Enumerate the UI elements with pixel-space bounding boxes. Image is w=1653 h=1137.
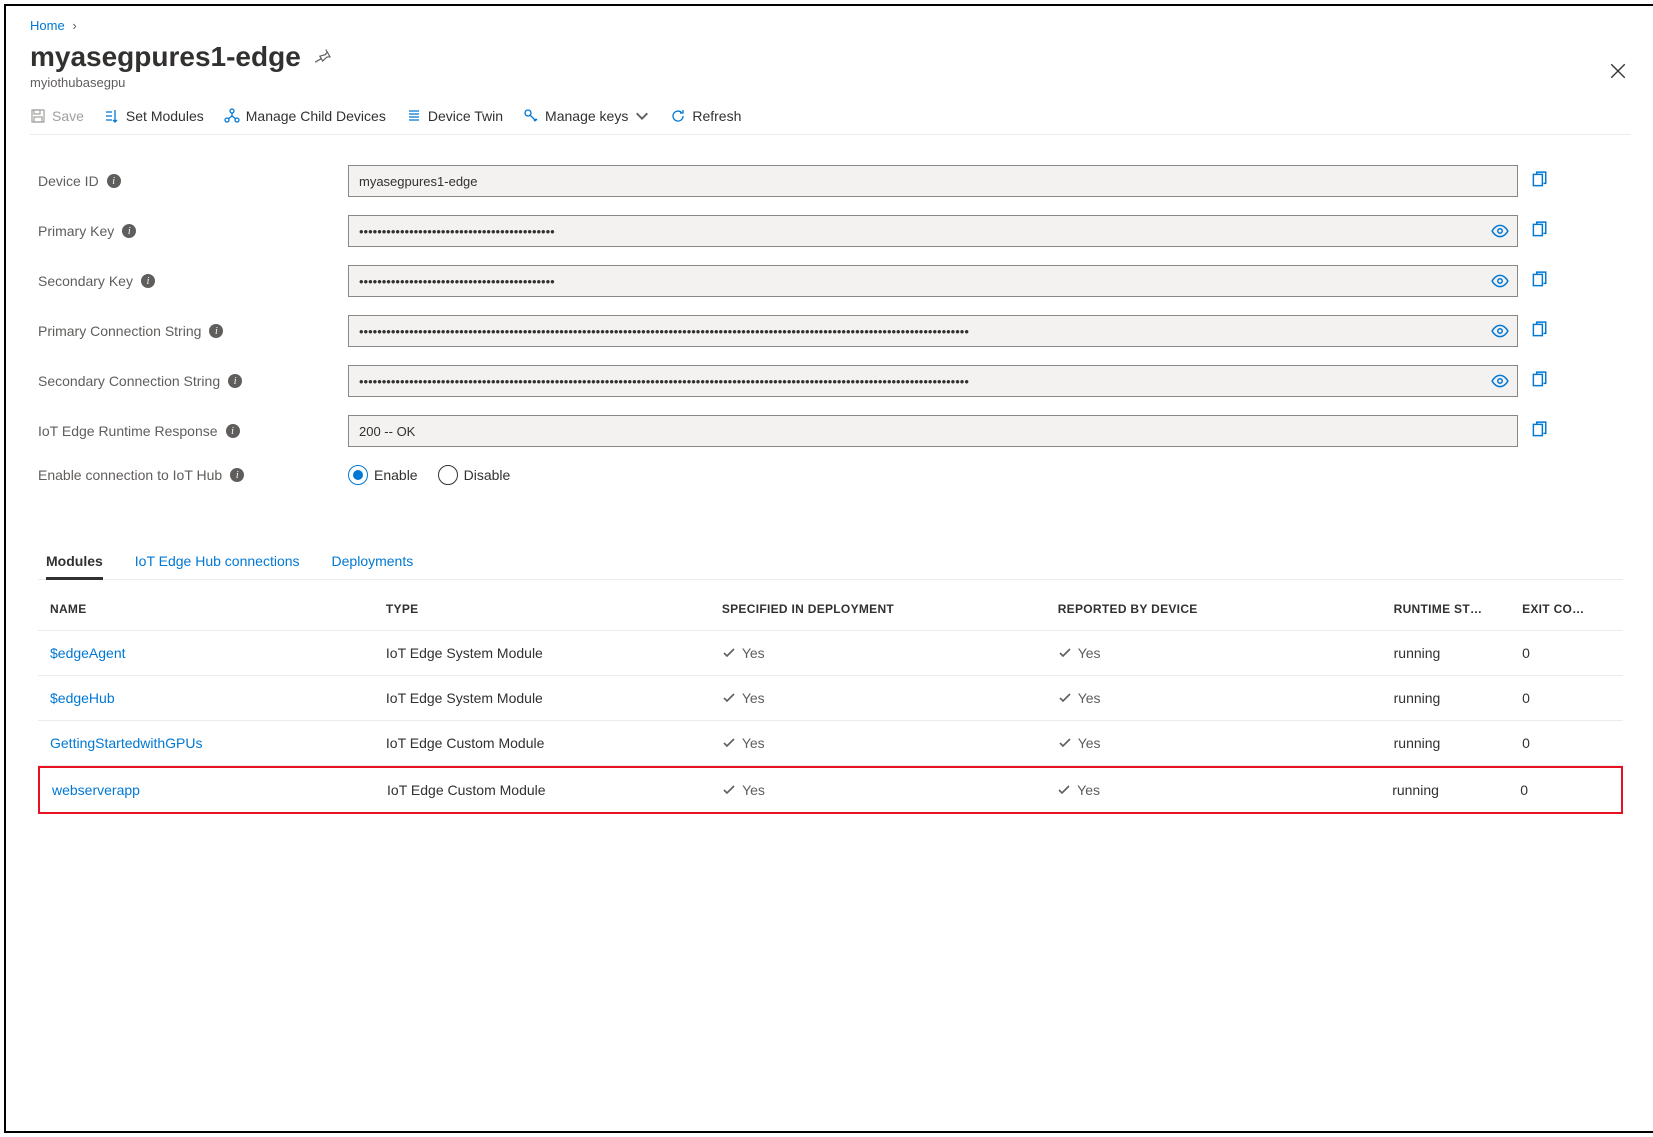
toolbar: Save Set Modules Manage Child Devices De… [30, 108, 1631, 135]
enable-radio[interactable]: Enable [348, 465, 418, 485]
info-icon[interactable]: i [107, 174, 121, 188]
runtime-status: running [1394, 645, 1522, 661]
secondary-conn-field[interactable]: ••••••••••••••••••••••••••••••••••••••••… [348, 365, 1518, 397]
specified-yes: Yes [722, 782, 1057, 798]
reveal-icon[interactable] [1491, 322, 1509, 343]
info-icon[interactable]: i [209, 324, 223, 338]
table-row: $edgeHubIoT Edge System ModuleYesYesrunn… [38, 676, 1623, 721]
info-icon[interactable]: i [122, 224, 136, 238]
module-link[interactable]: webserverapp [52, 782, 140, 798]
reveal-icon[interactable] [1491, 272, 1509, 293]
runtime-status: running [1392, 782, 1520, 798]
modules-table: NAME TYPE SPECIFIED IN DEPLOYMENT REPORT… [38, 588, 1623, 814]
breadcrumb: Home › [30, 18, 1631, 33]
copy-icon[interactable] [1530, 321, 1548, 342]
table-row: webserverappIoT Edge Custom ModuleYesYes… [38, 766, 1623, 814]
reported-yes: Yes [1058, 645, 1394, 661]
module-link[interactable]: GettingStartedwithGPUs [50, 735, 203, 751]
tab-connections[interactable]: IoT Edge Hub connections [135, 545, 300, 579]
reported-yes: Yes [1057, 782, 1392, 798]
runtime-status: running [1394, 735, 1522, 751]
module-type: IoT Edge Custom Module [387, 782, 722, 798]
copy-icon[interactable] [1530, 421, 1548, 442]
module-link[interactable]: $edgeHub [50, 690, 115, 706]
pin-icon[interactable] [315, 48, 331, 67]
exit-code: 0 [1522, 690, 1611, 706]
copy-icon[interactable] [1530, 171, 1548, 192]
tab-modules[interactable]: Modules [46, 545, 103, 580]
module-type: IoT Edge System Module [386, 645, 722, 661]
runtime-status: running [1394, 690, 1522, 706]
specified-yes: Yes [722, 735, 1058, 751]
manage-keys-button[interactable]: Manage keys [523, 108, 650, 124]
reported-yes: Yes [1058, 735, 1394, 751]
close-button[interactable] [1609, 62, 1627, 83]
chevron-right-icon: › [72, 18, 76, 33]
reveal-icon[interactable] [1491, 222, 1509, 243]
secondary-key-field[interactable]: ••••••••••••••••••••••••••••••••••••••••… [348, 265, 1518, 297]
device-id-label: Device ID i [38, 173, 348, 189]
tab-deployments[interactable]: Deployments [332, 545, 414, 579]
primary-conn-label: Primary Connection String i [38, 323, 348, 339]
specified-yes: Yes [722, 645, 1058, 661]
device-id-field[interactable]: myasegpures1-edge [348, 165, 1518, 197]
table-header: NAME TYPE SPECIFIED IN DEPLOYMENT REPORT… [38, 588, 1623, 631]
module-type: IoT Edge Custom Module [386, 735, 722, 751]
reported-yes: Yes [1058, 690, 1394, 706]
copy-icon[interactable] [1530, 271, 1548, 292]
primary-key-label: Primary Key i [38, 223, 348, 239]
page-subtitle: myiothubasegpu [30, 75, 1631, 90]
device-twin-button[interactable]: Device Twin [406, 108, 503, 124]
enable-connection-label: Enable connection to IoT Hub i [38, 467, 348, 483]
info-icon[interactable]: i [230, 468, 244, 482]
reveal-icon[interactable] [1491, 372, 1509, 393]
col-header-reported[interactable]: REPORTED BY DEVICE [1058, 602, 1394, 616]
col-header-exit[interactable]: EXIT CO… [1522, 602, 1611, 616]
secondary-conn-label: Secondary Connection String i [38, 373, 348, 389]
specified-yes: Yes [722, 690, 1058, 706]
col-header-type[interactable]: TYPE [386, 602, 722, 616]
set-modules-button[interactable]: Set Modules [104, 108, 204, 124]
disable-radio[interactable]: Disable [438, 465, 511, 485]
primary-key-field[interactable]: ••••••••••••••••••••••••••••••••••••••••… [348, 215, 1518, 247]
page-title: myasegpures1-edge [30, 41, 301, 73]
module-link[interactable]: $edgeAgent [50, 645, 126, 661]
exit-code: 0 [1522, 735, 1611, 751]
chevron-down-icon [634, 108, 650, 124]
info-icon[interactable]: i [228, 374, 242, 388]
info-icon[interactable]: i [141, 274, 155, 288]
col-header-runtime[interactable]: RUNTIME ST… [1394, 602, 1522, 616]
primary-conn-field[interactable]: ••••••••••••••••••••••••••••••••••••••••… [348, 315, 1518, 347]
table-row: $edgeAgentIoT Edge System ModuleYesYesru… [38, 631, 1623, 676]
exit-code: 0 [1520, 782, 1609, 798]
refresh-button[interactable]: Refresh [670, 108, 741, 124]
col-header-name[interactable]: NAME [50, 602, 386, 616]
info-icon[interactable]: i [226, 424, 240, 438]
manage-child-devices-button[interactable]: Manage Child Devices [224, 108, 386, 124]
runtime-response-field[interactable]: 200 -- OK [348, 415, 1518, 447]
runtime-response-label: IoT Edge Runtime Response i [38, 423, 348, 439]
save-button: Save [30, 108, 84, 124]
breadcrumb-home[interactable]: Home [30, 18, 65, 33]
secondary-key-label: Secondary Key i [38, 273, 348, 289]
table-row: GettingStartedwithGPUs IoT Edge Custom Mo… [38, 721, 1623, 766]
tabs: Modules IoT Edge Hub connections Deploym… [38, 545, 1623, 580]
module-type: IoT Edge System Module [386, 690, 722, 706]
exit-code: 0 [1522, 645, 1611, 661]
copy-icon[interactable] [1530, 371, 1548, 392]
copy-icon[interactable] [1530, 221, 1548, 242]
col-header-specified[interactable]: SPECIFIED IN DEPLOYMENT [722, 602, 1058, 616]
